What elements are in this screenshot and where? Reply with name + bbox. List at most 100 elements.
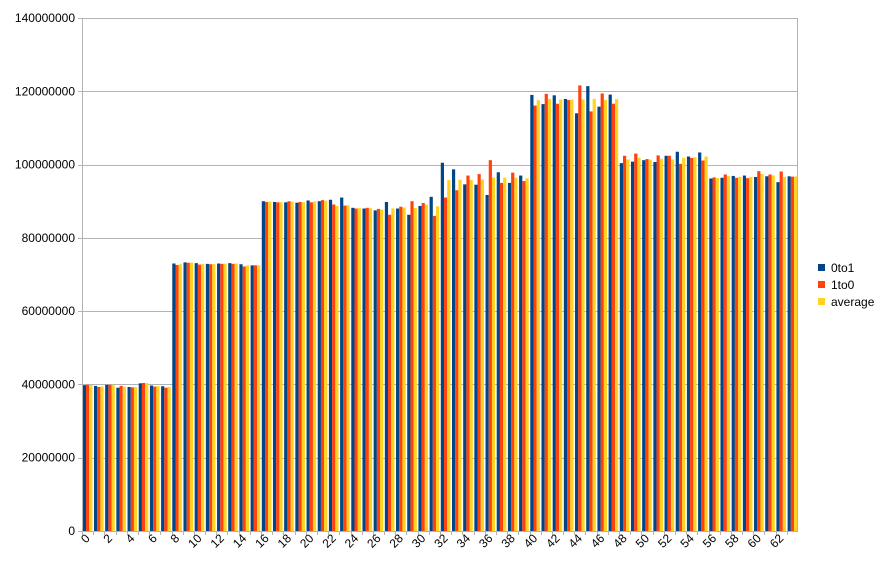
bar-0to1-1	[93, 385, 98, 531]
legend-item-0to1: 0to1	[818, 259, 874, 276]
x-tick-label: 56	[700, 531, 720, 551]
bar-1to0-35	[477, 174, 481, 531]
bar-average-51	[659, 158, 663, 531]
bar-1to0-62	[779, 171, 783, 531]
bar-average-24	[357, 208, 361, 531]
bar-0to1-49	[630, 161, 635, 531]
bar-average-10	[201, 263, 205, 531]
bar-1to0-42	[555, 103, 560, 532]
bar-average-23	[346, 205, 350, 531]
bar-1to0-13	[231, 263, 235, 531]
bar-1to0-30	[421, 203, 425, 532]
bar-1to0-32	[443, 197, 448, 532]
x-tick-labels: 0 2 4 6 8 10 12 14 16 18 20 22 24 26 28 30 32 34 36 38 40 42 4…	[78, 531, 786, 551]
bar-1to0-18	[287, 201, 291, 531]
bar-1to0-43	[567, 100, 571, 531]
bar-average-59	[749, 176, 753, 531]
bar-0to1-50	[642, 160, 646, 532]
x-tick-label: 52	[655, 531, 675, 551]
bar-0to1-59	[742, 175, 747, 531]
bar-average-63	[794, 176, 798, 532]
bar-average-9	[189, 262, 194, 531]
bar-1to0-38	[511, 172, 515, 531]
bar-1to0-11	[209, 264, 213, 531]
y-tick-label: 20000000	[22, 451, 76, 465]
bar-1to0-34	[466, 175, 470, 531]
bar-1to0-47	[611, 103, 616, 532]
y-tick-label: 100000000	[15, 158, 75, 172]
bar-0to1-38	[507, 182, 512, 531]
bar-0to1-8	[172, 263, 176, 531]
bar-0to1-16	[261, 201, 265, 531]
bar-average-16	[268, 201, 272, 531]
bar-1to0-23	[343, 205, 347, 532]
bar-1to0-1	[97, 386, 101, 531]
bar-0to1-62	[776, 182, 780, 531]
bar-0to1-60	[754, 177, 758, 531]
bar-1to0-20	[309, 202, 313, 531]
x-tick-label: 50	[633, 531, 653, 551]
bar-0to1-35	[474, 184, 478, 531]
x-tick-label: 6	[145, 531, 160, 546]
bar-0to1-33	[451, 169, 456, 531]
bar-1to0-21	[320, 200, 325, 531]
bar-0to1-52	[664, 155, 668, 531]
legend-item-average: average	[818, 293, 874, 310]
bar-average-38	[514, 177, 518, 531]
bar-1to0-56	[712, 177, 716, 531]
bar-average-46	[603, 100, 608, 531]
bar-1to0-33	[455, 190, 459, 531]
x-tick-label: 10	[185, 531, 205, 551]
bar-0to1-21	[317, 201, 321, 531]
y-tick-label: 0	[68, 524, 75, 538]
bar-0to1-24	[351, 207, 355, 531]
bars	[82, 85, 798, 532]
bar-1to0-57	[723, 174, 727, 531]
bar-1to0-25	[365, 207, 369, 531]
y-tick-label: 120000000	[15, 84, 75, 98]
x-tick-label: 48	[610, 531, 630, 551]
bar-1to0-53	[678, 163, 683, 531]
bar-average-47	[615, 99, 619, 531]
bar-average-49	[637, 157, 641, 532]
x-tick-label: 58	[722, 531, 742, 551]
bar-0to1-28	[396, 208, 400, 532]
axes	[78, 18, 798, 535]
bar-average-45	[592, 98, 596, 532]
bar-average-60	[760, 174, 764, 531]
x-tick-label: 0	[78, 531, 93, 546]
bar-average-36	[491, 177, 496, 531]
x-tick-label: 42	[543, 531, 563, 551]
x-tick-label: 26	[364, 531, 384, 551]
bar-1to0-26	[376, 208, 381, 531]
x-tick-label: 44	[566, 531, 586, 551]
bar-1to0-3	[119, 385, 123, 531]
bar-0to1-10	[194, 263, 198, 531]
bar-1to0-41	[544, 93, 548, 531]
legend-item-1to0: 1to0	[818, 276, 874, 293]
bar-0to1-27	[384, 201, 389, 531]
bar-average-29	[413, 207, 417, 532]
bar-average-15	[257, 265, 261, 531]
bar-average-37	[503, 177, 507, 531]
bar-1to0-12	[220, 263, 224, 531]
x-tick-label: 8	[168, 531, 183, 546]
bar-0to1-61	[765, 176, 769, 532]
bar-1to0-44	[578, 85, 582, 532]
bar-1to0-17	[276, 202, 280, 531]
bar-0to1-47	[608, 94, 612, 531]
x-tick-label: 24	[342, 531, 362, 551]
bar-1to0-63	[790, 176, 795, 531]
bar-0to1-57	[720, 177, 724, 531]
bar-average-43	[570, 99, 574, 531]
bar-average-0	[89, 384, 93, 531]
bar-1to0-9	[186, 262, 190, 531]
bar-0to1-36	[485, 194, 489, 532]
bar-average-35	[480, 179, 484, 531]
bar-average-62	[782, 176, 787, 531]
bar-1to0-58	[734, 177, 739, 531]
x-tick-label: 62	[767, 531, 787, 551]
x-tick-label: 36	[476, 531, 496, 551]
